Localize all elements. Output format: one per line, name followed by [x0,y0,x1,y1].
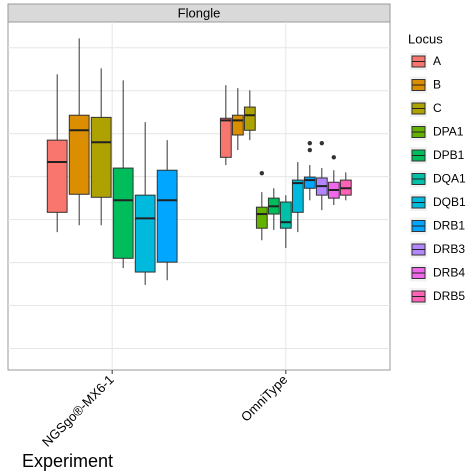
legend-label: B [433,78,441,92]
box [231,114,244,136]
legend-label: C [433,101,442,115]
legend-label: DRB4 [433,266,465,280]
box [112,167,134,259]
box [68,114,90,195]
box [303,176,316,189]
box [156,169,178,263]
box [243,106,256,131]
outlier [259,171,265,176]
box [219,117,232,158]
outlier [331,155,337,160]
x-axis-title: Experiment [22,451,113,471]
x-tick-label: NGSgo®-MX6-1 [39,372,117,450]
legend-label: DQB1 [433,195,466,209]
legend-title: Locus [408,31,443,46]
box [134,194,156,273]
outlier [319,140,325,146]
outlier [307,147,313,153]
legend-label: DPA1 [433,125,464,139]
legend-label: DRB3 [433,242,465,256]
legend-label: DRB5 [433,289,465,303]
facet-strip [7,3,391,23]
box [46,139,68,213]
panel [7,21,391,371]
outlier [307,140,313,146]
box [90,116,112,198]
legend-label: DQA1 [433,172,466,186]
legend-label: DPB1 [433,148,465,162]
box [279,201,292,229]
legend-label: A [433,54,441,68]
box [291,179,304,213]
legend-label: DRB1 [433,219,465,233]
x-tick-label: OmniType [238,372,291,425]
box [255,206,268,229]
facet-label: Flongle [178,5,221,20]
